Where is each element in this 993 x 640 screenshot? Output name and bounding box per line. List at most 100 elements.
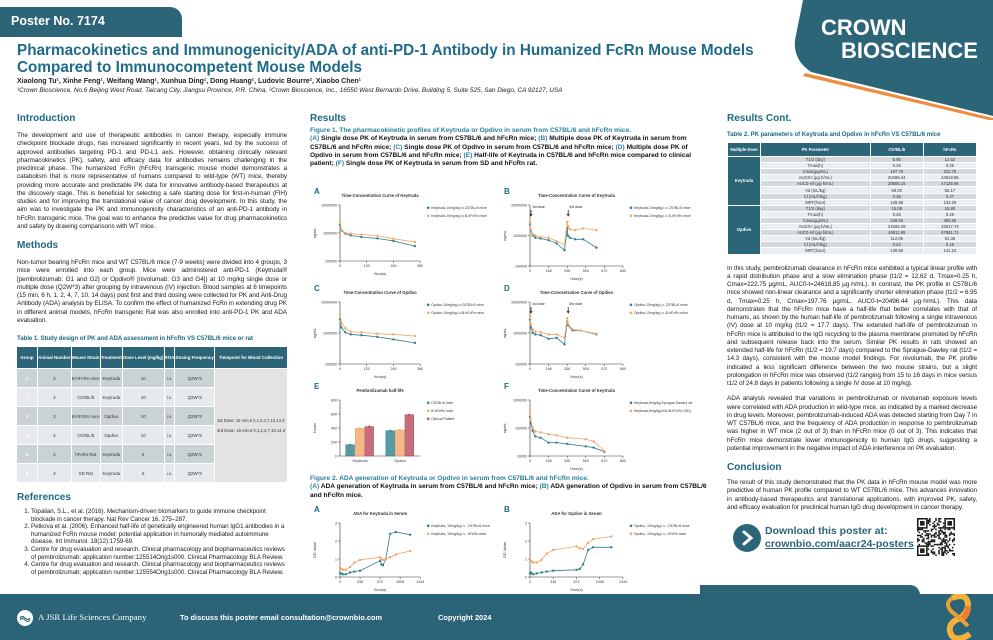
qr-module [917, 519, 919, 522]
legend-label: Keytruda,10mg/kg,i.v.B-hFcRn mice [431, 214, 487, 218]
table-row: Cl (mL/h/kg) 0.24 0.15 [728, 242, 976, 248]
qr-module [927, 530, 930, 532]
legend-marker [426, 401, 430, 405]
chart-title: Time-Concentration Curve of Keytruda [342, 193, 420, 198]
drug-cell: Opdivo [728, 205, 760, 254]
qr-module [930, 536, 933, 538]
data-point [592, 440, 595, 443]
qr-module [920, 554, 922, 556]
qr-module [938, 533, 940, 535]
qr-module [948, 549, 951, 552]
qr-module [917, 525, 919, 528]
download-arrow-icon[interactable] [733, 524, 761, 552]
qr-module [924, 530, 927, 532]
y-tick-label: 3 [335, 521, 337, 525]
footer [0, 594, 993, 640]
table-cell: i.v. [164, 369, 175, 387]
qr-module [944, 524, 946, 526]
qr-module [938, 531, 940, 534]
x-tick-label: 0 [339, 580, 341, 584]
data-point [579, 329, 582, 332]
data-point [392, 239, 395, 243]
group-cell: 3 [17, 407, 37, 425]
qr-module [920, 536, 922, 538]
qr-module [927, 534, 930, 537]
data-point [539, 436, 542, 439]
panel-label: A [314, 187, 320, 196]
qr-code[interactable] [917, 518, 955, 556]
download-link[interactable]: crownbio.com/aacr24-posters [765, 538, 914, 550]
data-point [578, 547, 581, 550]
qr-module [927, 542, 930, 544]
qr-module [920, 518, 922, 520]
table-cell: 249.84 [870, 217, 923, 224]
data-point [344, 573, 347, 576]
y-axis-label: ng/mL [313, 328, 317, 339]
y-tick-label: 0 [335, 454, 337, 458]
table-cell: 383.66 [923, 217, 976, 224]
x-tick-label: Opdivo [394, 459, 406, 463]
qr-module [920, 534, 922, 537]
qr-module [921, 548, 924, 550]
qr-module [948, 543, 951, 546]
qr-module [926, 537, 928, 540]
qr-module [953, 521, 955, 523]
data-point [378, 559, 382, 562]
y-axis-label: ng/mL [503, 423, 507, 434]
qr-module [951, 533, 954, 535]
qr-module [947, 522, 949, 525]
y-tick-label: 10000000 [511, 203, 527, 207]
bar-point [368, 425, 371, 428]
qr-module [932, 540, 934, 543]
qr-module [923, 549, 925, 552]
qr-module [920, 551, 922, 553]
qr-module [945, 539, 948, 541]
data-point [603, 449, 606, 453]
qr-module [917, 545, 919, 547]
legend-marker [629, 524, 633, 528]
data-point [539, 333, 542, 337]
data-point [392, 237, 395, 241]
col-header: Multiple Dose [728, 143, 760, 156]
download-row: Download this poster at: crownbio.com/aa… [727, 518, 977, 556]
y-tick-label: 10000 [517, 454, 527, 458]
table-row: Vd (mL/kg) 69.00 66.17 [728, 187, 976, 193]
study-design-table: Group Animal Number Mouse Strain Treatme… [16, 346, 288, 483]
qr-module [942, 554, 945, 556]
y-tick-label: 10000000 [511, 300, 527, 304]
qr-module [944, 534, 946, 537]
data-point [532, 573, 535, 576]
table-row: 5 3 hFcRn Rat Keytruda 5 i.v. Q2W*3 [17, 445, 287, 463]
table-header-row: Multiple Dose PK Parameter C57BL/6 hFcRn [728, 143, 976, 156]
caption-panel-label: (B) [539, 483, 549, 491]
y-tick-label: 1 [525, 557, 527, 561]
qr-module [932, 551, 934, 553]
qr-module [941, 540, 943, 543]
data-point [358, 558, 362, 562]
dose-annotation: 3rd dose [569, 205, 582, 209]
qr-module [936, 524, 939, 526]
qr-module [917, 546, 919, 549]
data-point [547, 239, 550, 242]
qr-module [935, 531, 937, 534]
qr-module [944, 527, 946, 529]
chart-svg: E Pembrolizumab half-life 0 200 400 600 800 Hou… [313, 382, 454, 463]
data-point [381, 564, 385, 567]
y-tick-label: 2 [525, 539, 527, 543]
caption-panel-label: (F) [335, 160, 345, 168]
chart-title: Time-Concentration Curve of Opdivo [540, 290, 614, 295]
qr-module [935, 543, 937, 546]
qr-module [924, 542, 927, 544]
x-tick-label: 504 [583, 459, 589, 463]
table-cell: 12.62 [923, 157, 976, 163]
data-point [555, 434, 558, 437]
qr-module [918, 543, 921, 546]
y-tick-label: 100000 [515, 264, 527, 268]
figure1a-chart: A Time-Concentration Curve of Keytruda 100… [310, 185, 500, 277]
legend-label: Keytruda, 10mg/kg,i.v., hFcRn mice [431, 532, 486, 536]
y-tick-label: 400 [331, 426, 337, 430]
qr-module [926, 525, 928, 528]
table-cell: Keytruda [100, 388, 122, 406]
qr-module [951, 552, 954, 555]
qr-module [938, 546, 940, 549]
